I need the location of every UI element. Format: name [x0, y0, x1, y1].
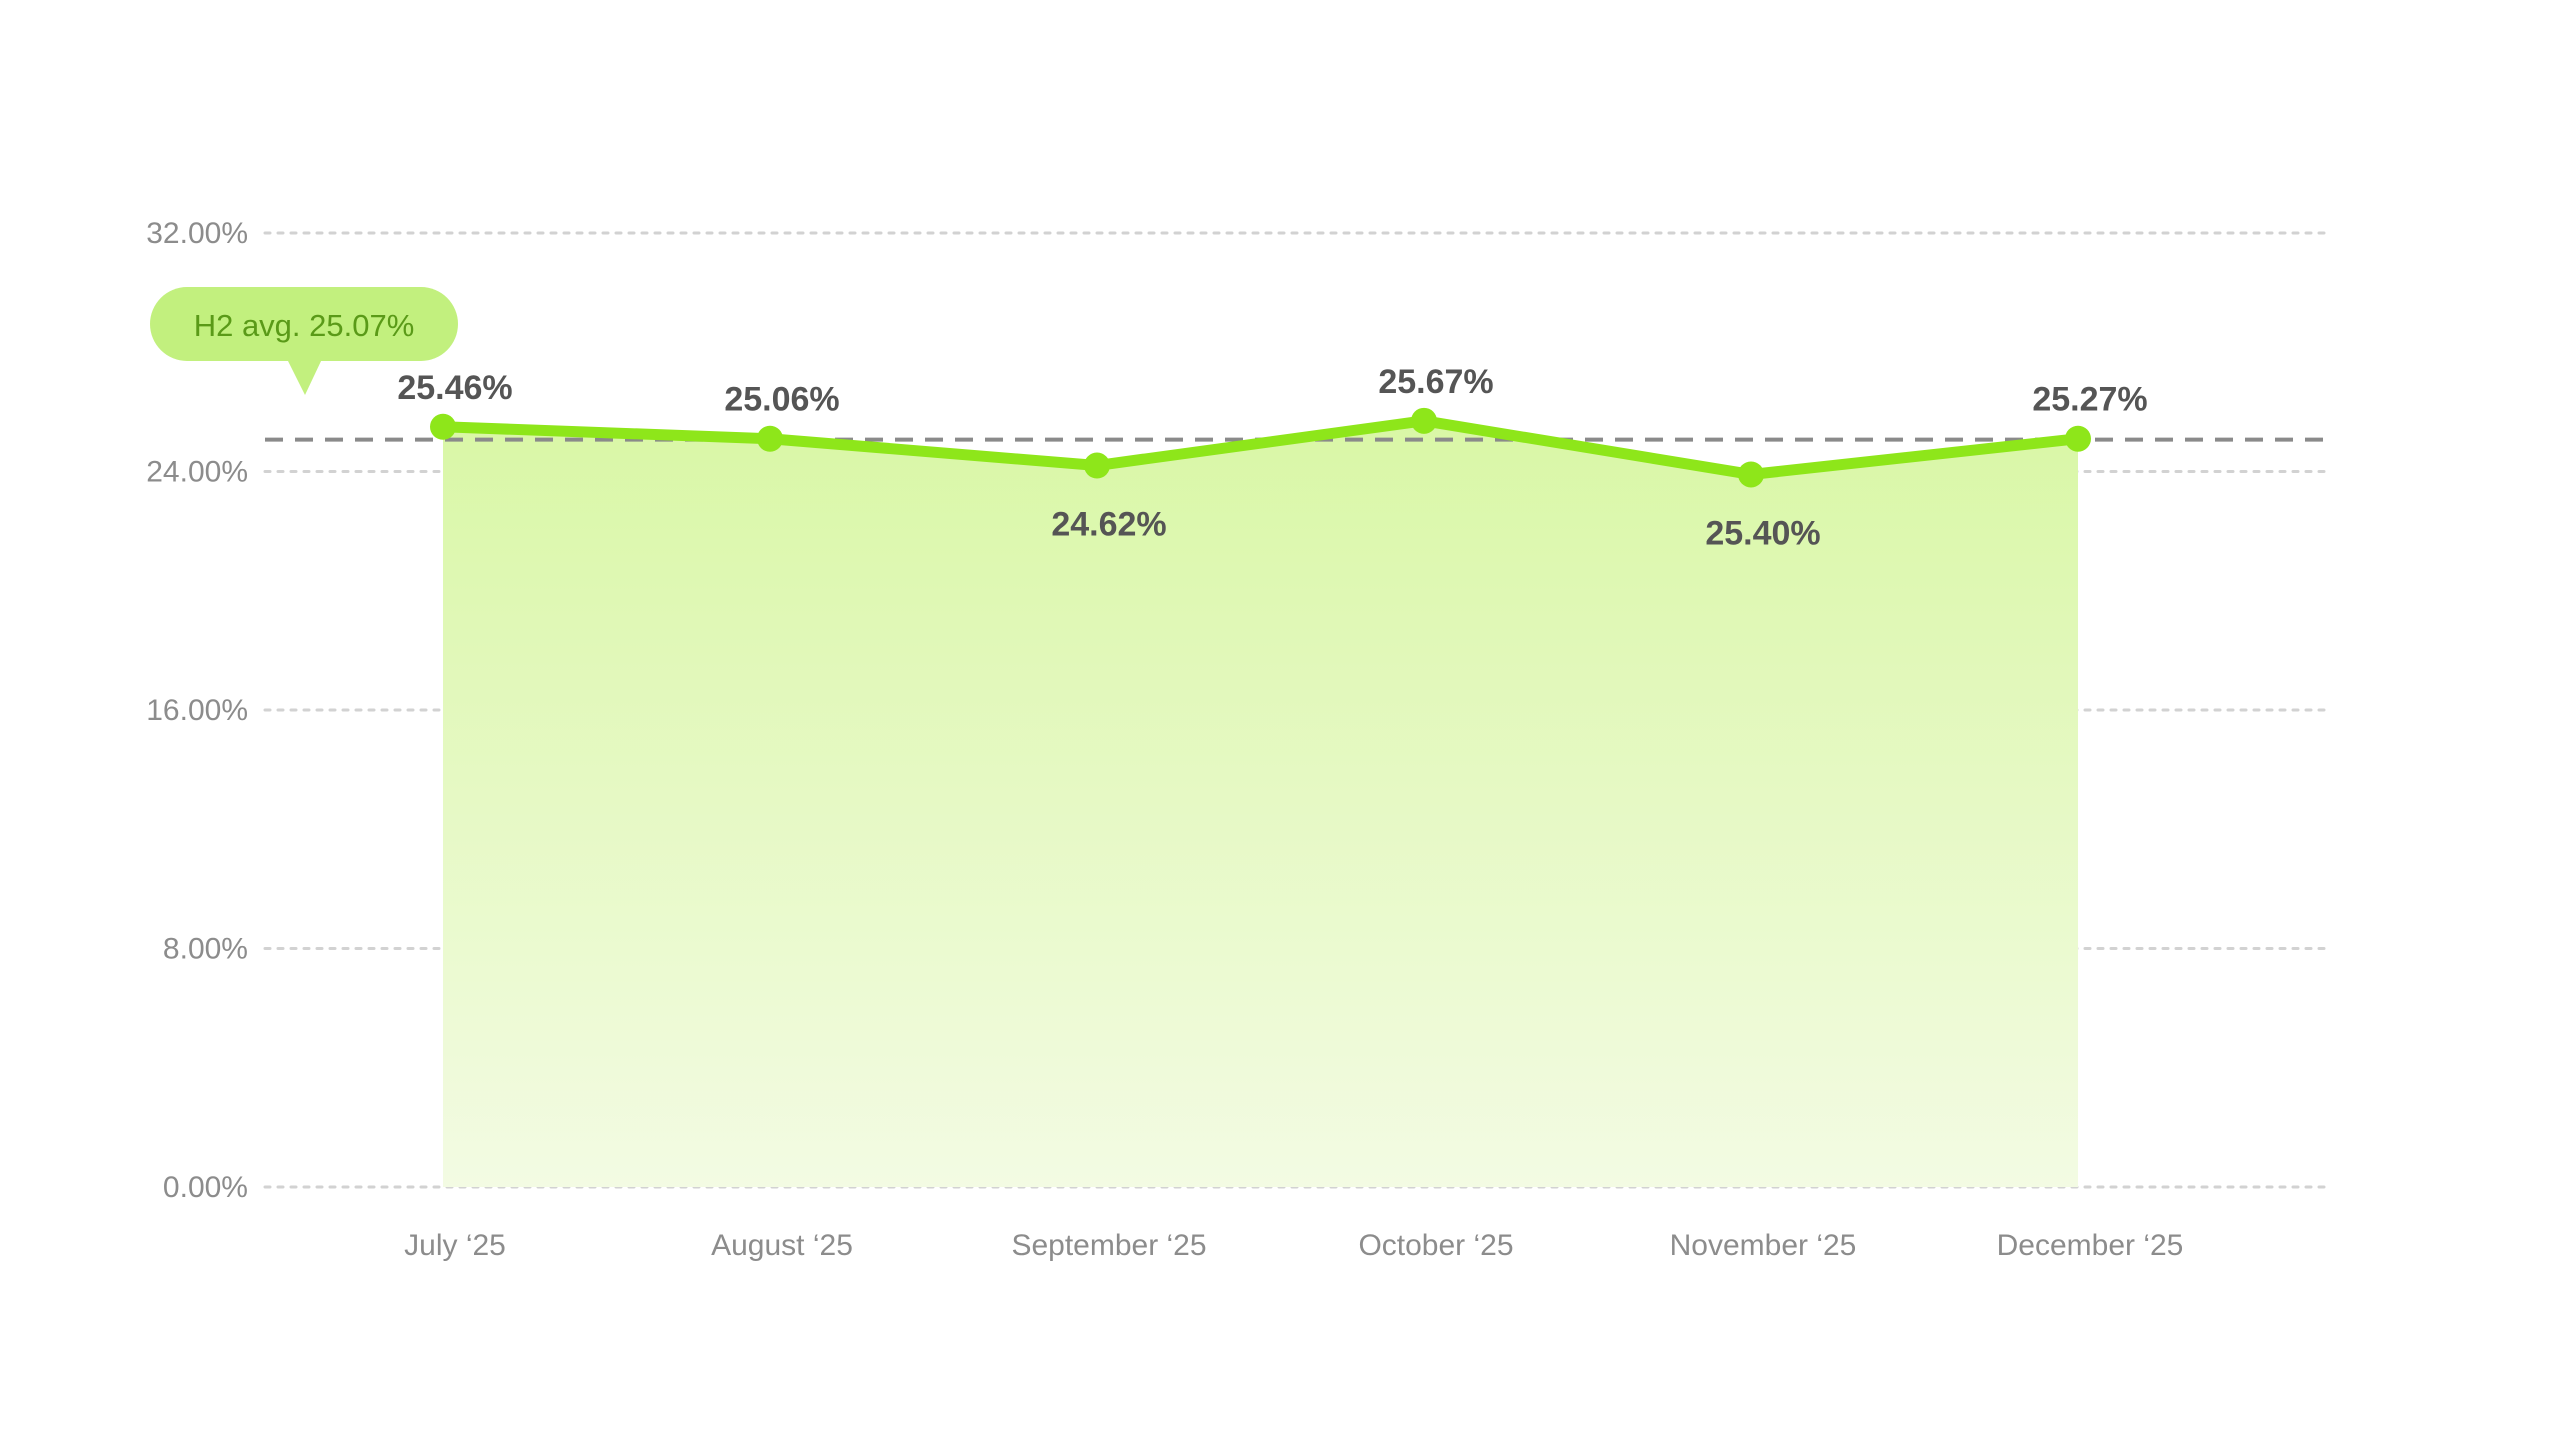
average-badge-pointer [287, 359, 322, 395]
data-label: 25.27% [2032, 381, 2147, 419]
data-label-layer: 25.46% 25.06% 24.62% 25.67% 25.40% 25.27% [397, 363, 2147, 553]
data-label: 25.46% [397, 369, 512, 407]
x-tick-label: December ‘25 [1997, 1229, 2184, 1262]
area-layer [443, 420, 2078, 1188]
y-tick-label: 16.00% [146, 694, 248, 727]
x-axis: July ‘25 August ‘25 September ‘25 October ‘… [404, 1229, 2183, 1262]
average-badge-layer: H2 avg. 25.07% [150, 287, 458, 395]
line-layer [430, 407, 2091, 488]
data-point[interactable] [1084, 452, 1110, 479]
y-tick-label: 8.00% [163, 933, 248, 966]
data-point[interactable] [1738, 461, 1764, 488]
average-badge [150, 287, 458, 361]
data-point[interactable] [1411, 407, 1437, 434]
data-point[interactable] [430, 413, 456, 440]
data-point[interactable] [757, 425, 783, 452]
area-fill [443, 420, 2078, 1188]
average-badge-label: H2 avg. 25.07% [194, 308, 415, 343]
series-line [437, 415, 2084, 480]
y-tick-label: 24.00% [146, 456, 248, 489]
data-label: 25.40% [1705, 514, 1820, 552]
y-tick-label: 0.00% [163, 1171, 248, 1204]
y-tick-label: 32.00% [146, 217, 248, 250]
y-axis: 0.00% 8.00% 16.00% 24.00% 32.00% [146, 217, 248, 1204]
x-tick-label: August ‘25 [711, 1229, 853, 1262]
x-tick-label: July ‘25 [404, 1229, 506, 1262]
x-tick-label: October ‘25 [1358, 1229, 1513, 1262]
data-label: 25.67% [1378, 363, 1493, 401]
data-label: 24.62% [1051, 506, 1166, 544]
x-tick-label: September ‘25 [1011, 1229, 1206, 1262]
data-point[interactable] [2065, 425, 2091, 452]
x-tick-label: November ‘25 [1670, 1229, 1857, 1262]
data-label: 25.06% [724, 381, 839, 419]
